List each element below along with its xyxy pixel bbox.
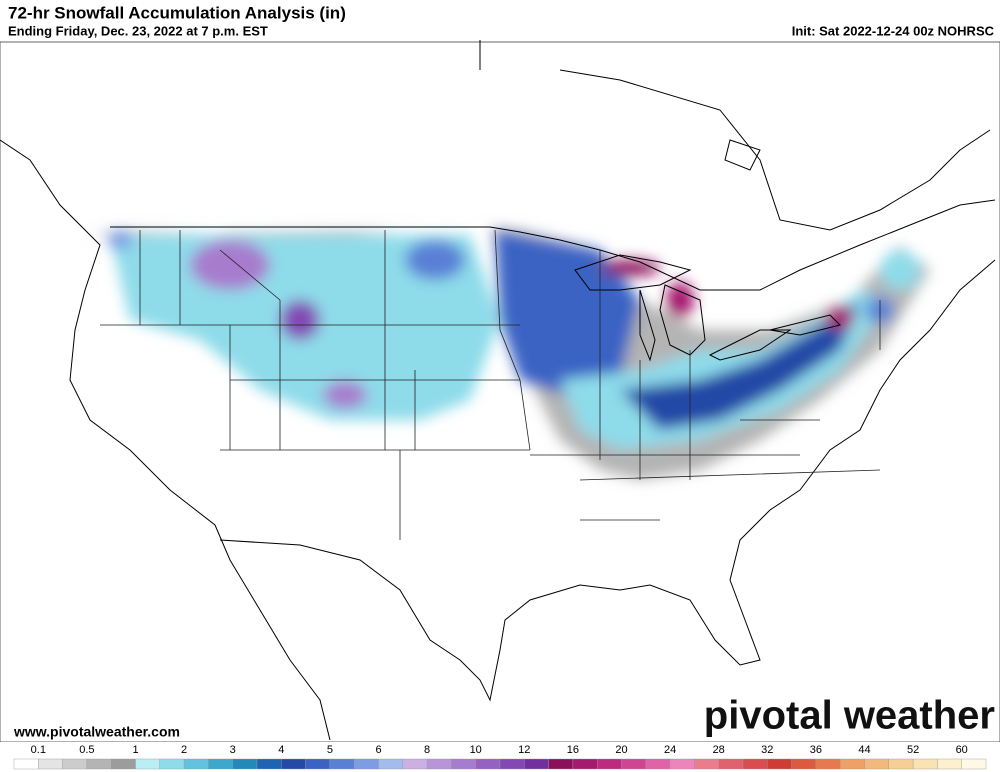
colorbar-cell	[38, 758, 63, 770]
colorbar-cell	[718, 758, 744, 770]
colorbar-cell	[572, 758, 598, 770]
colorbar-cell	[62, 758, 88, 770]
colorbar-cell	[669, 758, 695, 770]
colorbar-label: 3	[230, 744, 236, 756]
colorbar-cell	[183, 758, 209, 770]
colorbar-cell	[937, 758, 962, 770]
colorbar-cell	[305, 758, 331, 770]
colorbar-cell	[742, 758, 768, 770]
colorbar-cell	[815, 758, 841, 770]
colorbar-label: 5	[327, 744, 333, 756]
colorbar-label: 1	[132, 744, 138, 756]
colorbar-cell	[912, 758, 938, 770]
colorbar-cell	[354, 758, 379, 770]
colorbar-label: 8	[424, 744, 430, 756]
colorbar-cell	[499, 758, 525, 770]
colorbar-cell	[13, 758, 39, 770]
colorbar-label: 12	[518, 744, 530, 756]
colorbar-cell	[694, 758, 719, 770]
colorbar-label: 6	[375, 744, 381, 756]
colorbar-cell	[621, 758, 646, 770]
colorbar-cell	[232, 758, 258, 770]
colorbar-cell	[256, 758, 282, 770]
colorbar-cell	[110, 758, 136, 770]
colorbar-cell	[475, 758, 501, 770]
colorbar-label: 44	[858, 744, 870, 756]
colorbar-cell	[329, 758, 355, 770]
brand: pivotal weather	[704, 694, 995, 738]
colorbar-label: 0.5	[79, 744, 94, 756]
colorbar-label: 10	[470, 744, 482, 756]
colorbar-cell	[426, 758, 452, 770]
state-lines	[100, 229, 881, 540]
colorbar-cell	[281, 758, 306, 770]
colorbar-label: 28	[713, 744, 725, 756]
colorbar-label: 36	[810, 744, 822, 756]
colorbar-cell	[159, 758, 185, 770]
title: 72-hr Snowfall Accumulation Analysis (in…	[8, 3, 346, 22]
colorbar-cell	[864, 758, 889, 770]
colorbar-cell	[791, 758, 817, 770]
colorbar-label: 52	[907, 744, 919, 756]
colorbar-cell	[208, 758, 233, 770]
colorbar-label: 32	[761, 744, 773, 756]
colorbar-cell	[888, 758, 914, 770]
colorbar-cell	[645, 758, 671, 770]
colorbar: 0.1 0.5 1 2 3 4 5 6 8 10 12 16 20 24 28 32 36 44 52 60	[13, 744, 987, 770]
colorbar-cell	[524, 758, 549, 770]
colorbar-label: 4	[278, 744, 284, 756]
snow-field	[85, 228, 930, 480]
colorbar-cell	[548, 758, 574, 770]
colorbar-cell	[86, 758, 112, 770]
colorbar-cell	[135, 758, 160, 770]
subtitle: Ending Friday, Dec. 23, 2022 at 7 p.m. E…	[8, 23, 268, 38]
colorbar-label: 0.1	[31, 744, 46, 756]
colorbar-label: 60	[956, 744, 968, 756]
colorbar-cell	[402, 758, 428, 770]
map	[0, 40, 1000, 743]
init-time: Init: Sat 2022-12-24 00z NOHRSC	[792, 23, 995, 38]
colorbar-cell	[767, 758, 792, 770]
colorbar-cell	[840, 758, 865, 770]
colorbar-label: 24	[664, 744, 676, 756]
colorbar-label: 2	[181, 744, 187, 756]
colorbar-label: 20	[615, 744, 627, 756]
colorbar-cell	[451, 758, 476, 770]
colorbar-cell	[597, 758, 622, 770]
website: www.pivotalweather.com	[13, 724, 180, 740]
boundaries	[0, 40, 996, 741]
colorbar-cell	[961, 758, 987, 770]
colorbar-cell	[378, 758, 403, 770]
colorbar-label: 16	[567, 744, 579, 756]
